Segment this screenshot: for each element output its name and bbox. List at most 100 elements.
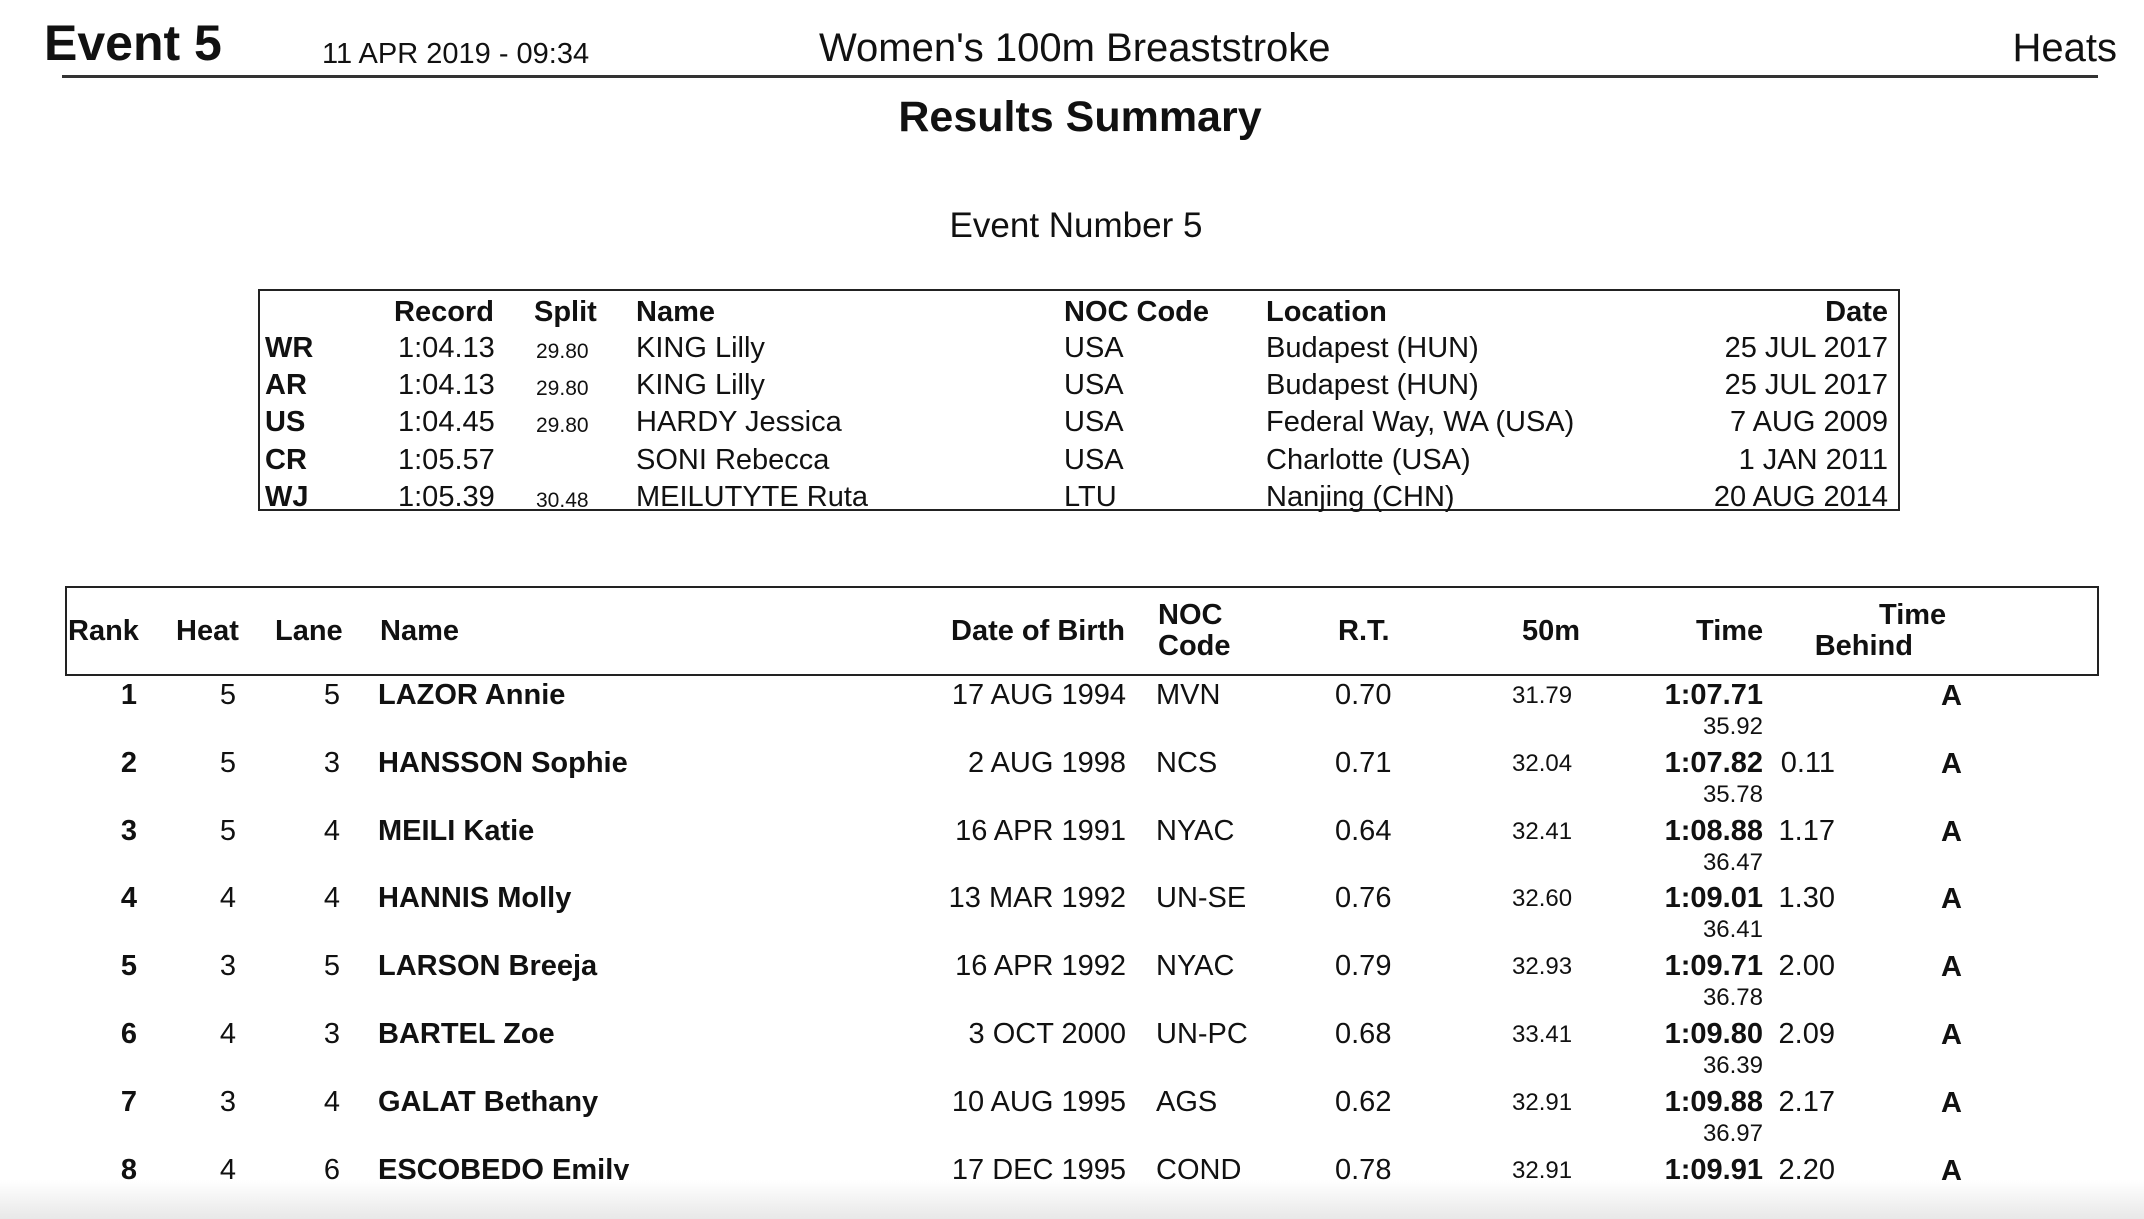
result-noc-cell: NYAC [1156, 814, 1235, 847]
col-time-header: Time [1696, 615, 1764, 647]
result-heat-cell: 4 [219, 882, 236, 915]
result-rt-cell: 0.64 [1335, 814, 1392, 847]
col-rt-header: R.T. [1338, 615, 1390, 647]
result-rank-cell: 3 [120, 814, 137, 847]
result-dob-cell: 16 APR 1992 [955, 950, 1126, 983]
result-rank-cell: 8 [120, 1153, 137, 1186]
record-record-cell: 1:04.13 [398, 369, 495, 402]
event-title: Event 5 [44, 15, 222, 71]
result-rt-cell: 0.79 [1335, 950, 1392, 983]
records-col-noc-header: NOC Code [1064, 296, 1209, 328]
result-qual-cell: A [1941, 1154, 1962, 1187]
result-second-split-cell: 36.41 [1702, 916, 1763, 944]
result-heat-cell: 5 [219, 746, 236, 779]
result-rank-cell: 5 [120, 950, 137, 983]
event-name: Women's 100m Breaststroke [819, 26, 1331, 70]
record-record-cell: 1:04.13 [398, 332, 495, 364]
records-col-location-header: Location [1266, 296, 1387, 328]
record-location-cell: Budapest (HUN) [1266, 369, 1479, 402]
record-name-cell: MEILUTYTE Ruta [636, 480, 869, 513]
records-table: Record Split Name NOC Code Location Date WR 1:0… [258, 289, 1900, 513]
record-type-cell: WJ [265, 480, 309, 513]
result-behind-cell: 2.09 [1778, 1018, 1835, 1050]
result-behind-cell: 1.30 [1778, 882, 1835, 915]
result-lane-cell: 4 [323, 1085, 340, 1118]
result-split-cell: 32.91 [1512, 1156, 1573, 1184]
record-name-cell: KING Lilly [636, 332, 765, 364]
record-split-cell: 29.80 [536, 377, 589, 401]
record-split-cell: 29.80 [536, 340, 589, 363]
result-rt-cell: 0.76 [1335, 882, 1392, 915]
result-second-split-cell: 36.78 [1702, 984, 1763, 1012]
record-noc-cell: USA [1064, 332, 1124, 364]
result-name-cell: HANSSON Sophie [378, 746, 628, 779]
result-qual-cell: A [1941, 883, 1962, 916]
result-noc-cell: UN-SE [1156, 882, 1247, 915]
result-row: 2 5 3 HANSSON Sophie 2 AUG 1998 NCS 0.71 32.04 1… [0, 746, 2144, 812]
result-row: 7 3 4 GALAT Bethany 10 AUG 1995 AGS 0.62 32.91 1… [0, 1085, 2144, 1151]
record-date-cell: 7 AUG 2009 [1730, 406, 1888, 439]
result-row: 1 5 5 LAZOR Annie 17 AUG 1994 MVN 0.70 31.79 1:0… [0, 678, 2144, 744]
results-table-header: Rank Heat Lane Name Date of Birth NOC Co… [65, 586, 2099, 676]
record-name-cell: HARDY Jessica [636, 406, 842, 439]
result-row: 3 5 4 MEILI Katie 16 APR 1991 NYAC 0.64 32.41 1:… [0, 814, 2144, 880]
result-rt-cell: 0.62 [1335, 1085, 1392, 1118]
result-rank-cell: 6 [120, 1018, 137, 1050]
result-second-split-cell: 36.47 [1702, 848, 1763, 876]
result-noc-cell: MVN [1156, 679, 1221, 711]
result-lane-cell: 5 [323, 679, 340, 711]
result-time-cell: 1:07.82 [1664, 746, 1763, 779]
result-noc-cell: UN-PC [1156, 1018, 1248, 1050]
result-lane-cell: 6 [323, 1153, 340, 1186]
col-dob-header: Date of Birth [951, 615, 1125, 647]
result-time-cell: 1:08.88 [1664, 814, 1763, 847]
result-lane-cell: 3 [323, 746, 340, 779]
record-split-cell: 29.80 [536, 414, 589, 438]
col-behind-header-line2: Behind [1814, 630, 1913, 662]
result-name-cell: HANNIS Molly [378, 882, 572, 915]
record-name-cell: SONI Rebecca [636, 443, 830, 476]
record-record-cell: 1:04.45 [398, 406, 495, 439]
page-bottom-shadow [0, 1180, 2144, 1219]
record-noc-cell: LTU [1064, 480, 1117, 513]
result-dob-cell: 10 AUG 1995 [951, 1085, 1126, 1118]
result-row: 6 4 3 BARTEL Zoe 3 OCT 2000 UN-PC 0.68 33.41 1:0… [0, 1017, 2144, 1083]
result-rt-cell: 0.70 [1335, 679, 1392, 711]
result-second-split-cell: 36.97 [1702, 1119, 1763, 1147]
result-heat-cell: 4 [219, 1153, 236, 1186]
result-rank-cell: 4 [120, 882, 137, 915]
result-qual-cell: A [1941, 747, 1962, 780]
result-split-cell: 32.93 [1512, 953, 1573, 981]
result-heat-cell: 4 [219, 1018, 236, 1050]
record-record-cell: 1:05.39 [398, 480, 495, 513]
result-split-cell: 32.41 [1512, 817, 1573, 845]
record-location-cell: Charlotte (USA) [1266, 443, 1471, 476]
result-row: 8 4 6 ESCOBEDO Emily 17 DEC 1995 COND 0.78 32.9… [0, 1153, 2144, 1219]
record-noc-cell: USA [1064, 406, 1124, 439]
result-dob-cell: 2 AUG 1998 [968, 746, 1126, 779]
record-date-cell: 1 JAN 2011 [1738, 443, 1888, 476]
record-record-cell: 1:05.57 [398, 443, 495, 476]
col-heat-header: Heat [176, 615, 239, 647]
result-heat-cell: 5 [219, 679, 236, 711]
result-noc-cell: NCS [1156, 746, 1218, 779]
event-number: Event Number 5 [949, 206, 1203, 245]
result-lane-cell: 4 [323, 814, 340, 847]
record-date-cell: 25 JUL 2017 [1724, 369, 1888, 402]
result-split-cell: 33.41 [1512, 1021, 1573, 1048]
result-rank-cell: 1 [120, 679, 137, 711]
result-dob-cell: 16 APR 1991 [955, 814, 1126, 847]
result-time-cell: 1:09.80 [1664, 1018, 1763, 1050]
result-split-cell: 32.04 [1512, 749, 1573, 777]
result-behind-cell: 1.17 [1778, 814, 1835, 847]
result-split-cell: 31.79 [1512, 682, 1573, 709]
result-noc-cell: AGS [1156, 1085, 1218, 1118]
result-name-cell: BARTEL Zoe [378, 1018, 555, 1050]
result-qual-cell: A [1941, 951, 1962, 984]
result-dob-cell: 13 MAR 1992 [948, 882, 1126, 915]
result-rt-cell: 0.71 [1335, 746, 1392, 779]
col-rank-header: Rank [68, 615, 139, 647]
record-noc-cell: USA [1064, 369, 1124, 402]
records-col-date-header: Date [1825, 296, 1888, 328]
result-rt-cell: 0.68 [1335, 1018, 1392, 1050]
